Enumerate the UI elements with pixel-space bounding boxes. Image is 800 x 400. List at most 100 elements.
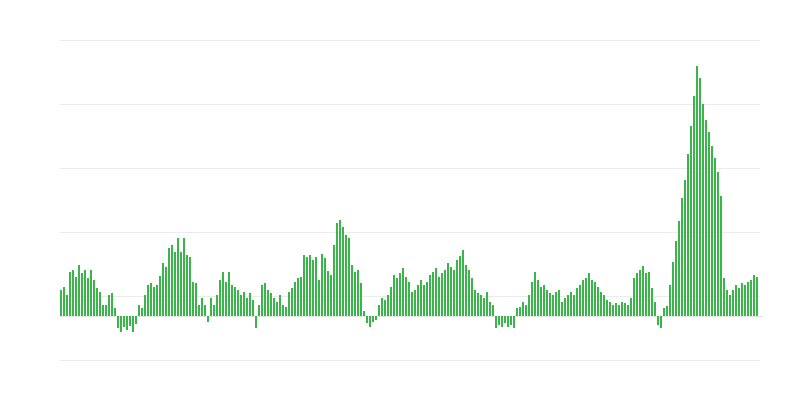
bar <box>645 273 647 316</box>
bar <box>417 285 419 316</box>
bar <box>171 245 173 316</box>
bar <box>471 278 473 316</box>
bar <box>138 305 140 316</box>
bar <box>177 238 179 316</box>
bar <box>657 316 659 325</box>
bar <box>696 66 698 316</box>
bar <box>348 238 350 316</box>
bar <box>462 250 464 316</box>
bar <box>303 255 305 316</box>
bar <box>114 308 116 316</box>
bar <box>420 280 422 316</box>
bar <box>453 270 455 316</box>
bar <box>498 316 500 325</box>
bar <box>186 255 188 316</box>
bar <box>441 273 443 316</box>
bar <box>93 280 95 316</box>
bar <box>204 305 206 316</box>
bar <box>675 241 677 316</box>
bar <box>555 292 557 316</box>
bar <box>684 180 686 316</box>
bar <box>600 292 602 316</box>
bar <box>648 272 650 316</box>
bar <box>522 302 524 316</box>
bar <box>372 316 374 322</box>
bar <box>219 280 221 316</box>
gridline <box>60 168 760 169</box>
bar <box>342 227 344 316</box>
bar <box>198 305 200 316</box>
bar <box>687 154 689 316</box>
bar <box>561 302 563 316</box>
bar <box>108 295 110 316</box>
bar <box>339 220 341 316</box>
bar <box>183 238 185 316</box>
bar <box>633 278 635 316</box>
bar <box>402 268 404 316</box>
bar <box>162 263 164 316</box>
bar <box>693 96 695 316</box>
bar <box>483 298 485 316</box>
bar <box>90 270 92 316</box>
bar <box>570 292 572 316</box>
bar <box>360 283 362 316</box>
bar <box>750 280 752 316</box>
bar <box>510 316 512 325</box>
bar <box>444 270 446 316</box>
bar <box>384 300 386 316</box>
bar <box>60 290 62 316</box>
bar <box>84 270 86 316</box>
bar <box>363 311 365 316</box>
bar <box>87 278 89 316</box>
bar <box>312 260 314 316</box>
bar <box>459 256 461 316</box>
bar <box>366 316 368 323</box>
bar <box>225 282 227 316</box>
bar <box>480 295 482 316</box>
bar <box>240 295 242 316</box>
bar <box>426 282 428 316</box>
bar <box>180 252 182 316</box>
bar <box>714 158 716 316</box>
bar <box>423 285 425 316</box>
bar <box>147 285 149 316</box>
bar <box>717 172 719 316</box>
bar <box>210 298 212 316</box>
bar <box>720 196 722 316</box>
bar <box>237 290 239 316</box>
bar <box>81 273 83 316</box>
bar <box>111 293 113 316</box>
bar <box>618 305 620 316</box>
bar <box>267 290 269 316</box>
bar <box>159 276 161 316</box>
bar <box>189 257 191 316</box>
bar <box>216 295 218 316</box>
gridline <box>60 360 760 361</box>
bar <box>105 305 107 316</box>
bar <box>132 316 134 332</box>
bar <box>582 280 584 316</box>
bar <box>564 298 566 316</box>
bar <box>102 305 104 316</box>
bar <box>270 293 272 316</box>
gridline <box>60 232 760 233</box>
bar <box>726 290 728 316</box>
bar <box>708 132 710 316</box>
bar <box>735 285 737 316</box>
bar <box>207 316 209 322</box>
bar <box>369 316 371 327</box>
bar <box>594 282 596 316</box>
bar <box>387 295 389 316</box>
bar <box>321 254 323 316</box>
bar <box>354 272 356 316</box>
bar <box>393 275 395 316</box>
bar <box>639 270 641 316</box>
bar <box>540 287 542 316</box>
bar <box>729 295 731 316</box>
bar <box>315 257 317 316</box>
bar <box>447 263 449 316</box>
bar <box>72 270 74 316</box>
bar <box>432 272 434 316</box>
gridline <box>60 104 760 105</box>
bar <box>702 104 704 316</box>
